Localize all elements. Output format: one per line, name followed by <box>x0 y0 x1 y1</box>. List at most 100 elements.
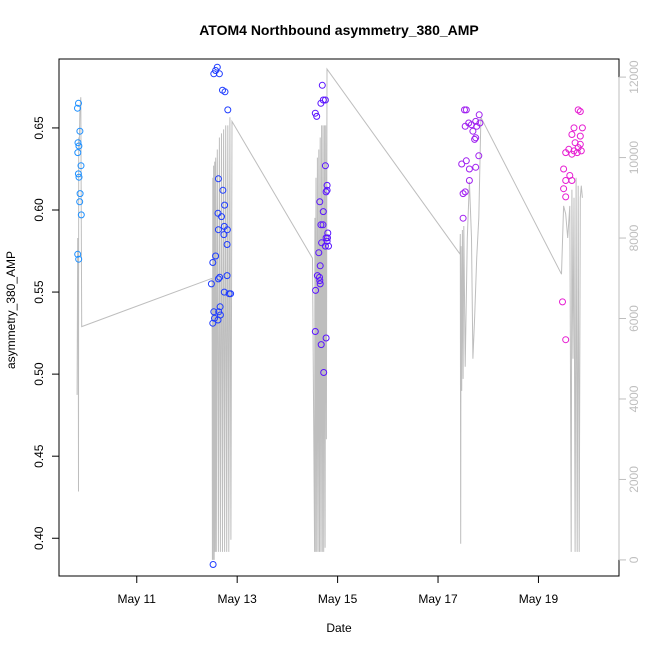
data-point <box>75 99 82 107</box>
data-point <box>322 334 330 342</box>
data-point <box>210 308 218 316</box>
plot-area-frame <box>58 58 620 577</box>
data-point <box>461 122 469 130</box>
data-point <box>214 316 222 324</box>
secondary-line-layer <box>76 67 583 560</box>
data-point <box>74 139 82 147</box>
data-point <box>224 106 232 114</box>
data-point <box>462 157 470 165</box>
data-point <box>311 109 319 117</box>
data-point <box>75 142 83 150</box>
data-point <box>578 124 586 132</box>
data-point <box>315 249 323 257</box>
data-point <box>77 211 85 219</box>
data-point <box>317 221 325 229</box>
secondary-y-tick-label: 10000 <box>627 141 641 175</box>
data-point <box>223 241 231 248</box>
data-point <box>76 190 84 198</box>
data-point <box>219 186 227 194</box>
data-point <box>311 328 319 335</box>
data-point <box>566 172 574 179</box>
chart-title: ATOM4 Northbound asymmetry_380_AMP <box>199 22 479 38</box>
data-point <box>316 273 323 281</box>
y-tick-label: 0.40 <box>32 526 46 550</box>
secondary-y-tick-label: 0 <box>627 556 641 563</box>
data-point <box>462 106 470 114</box>
data-point <box>576 140 584 148</box>
data-point <box>472 117 480 125</box>
data-point <box>223 272 231 280</box>
data-point <box>75 255 83 263</box>
y-tick-label: 0.65 <box>32 116 46 140</box>
data-point <box>213 63 221 71</box>
data-point <box>221 201 229 209</box>
data-point <box>323 181 331 189</box>
data-point <box>459 190 467 198</box>
data-point <box>476 119 484 127</box>
data-point <box>469 127 477 135</box>
secondary-y-tick-label: 8000 <box>627 224 641 251</box>
data-point <box>321 242 329 250</box>
data-point <box>207 280 215 288</box>
data-point <box>313 112 321 120</box>
x-tick-label: May 17 <box>418 592 458 606</box>
data-point <box>215 70 223 78</box>
data-point <box>562 193 570 201</box>
data-point <box>475 111 483 119</box>
data-point <box>221 88 229 96</box>
data-point <box>76 127 84 135</box>
data-point <box>322 188 330 196</box>
data-point <box>216 303 224 311</box>
x-tick-label: May 19 <box>519 592 559 606</box>
data-point <box>576 132 584 140</box>
data-point <box>322 234 330 242</box>
y-axis: 0.40 0.45 0.50 0.55 0.60 0.65 <box>32 116 60 550</box>
data-point <box>319 221 327 229</box>
data-point <box>316 277 324 285</box>
data-point <box>471 135 479 143</box>
secondary-y-tick-label: 4000 <box>627 385 641 412</box>
data-point <box>574 106 582 114</box>
secondary-y-tick-label: 6000 <box>627 305 641 332</box>
y-tick-label: 0.55 <box>32 280 46 304</box>
data-point <box>74 250 82 258</box>
data-point <box>77 162 85 170</box>
data-point <box>74 104 81 112</box>
data-point <box>214 226 222 234</box>
data-point <box>321 96 329 104</box>
data-point <box>475 152 483 160</box>
points-layer <box>74 63 586 568</box>
data-point <box>559 298 566 306</box>
data-point <box>223 226 231 234</box>
data-point <box>319 208 327 216</box>
data-point <box>216 273 224 281</box>
data-point <box>562 336 570 344</box>
data-point <box>214 175 222 183</box>
data-point <box>560 165 568 173</box>
data-point <box>316 262 324 270</box>
data-point <box>577 147 585 155</box>
x-axis: May 11 May 13 May 15 May 17 May 19 <box>118 575 559 606</box>
data-point <box>76 198 84 206</box>
y-tick-label: 0.60 <box>32 198 46 222</box>
data-point <box>212 252 220 260</box>
data-point <box>562 149 570 157</box>
data-point <box>317 99 325 107</box>
data-point <box>316 198 324 206</box>
data-point <box>459 214 467 222</box>
x-tick-label: May 15 <box>318 592 358 606</box>
data-point <box>472 134 480 142</box>
y-tick-label: 0.45 <box>32 444 46 468</box>
data-point <box>325 242 332 250</box>
x-tick-label: May 11 <box>118 592 157 606</box>
y-tick-label: 0.50 <box>32 362 46 386</box>
data-point <box>568 131 576 138</box>
data-point <box>568 150 576 158</box>
data-point <box>75 173 83 181</box>
data-point <box>458 160 466 168</box>
data-point <box>560 185 568 193</box>
data-point <box>209 561 217 568</box>
secondary-y-tick-label: 12000 <box>627 60 641 94</box>
